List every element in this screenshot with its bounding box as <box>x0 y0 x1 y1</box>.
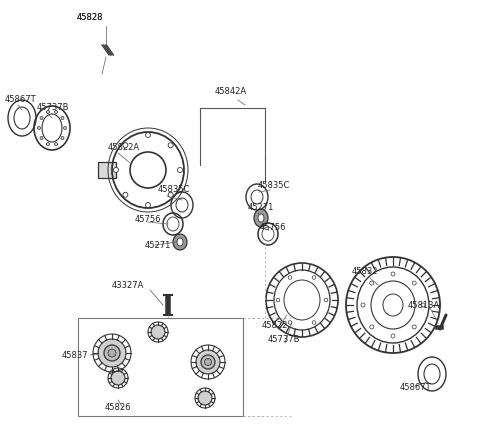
Text: 45756: 45756 <box>135 216 161 224</box>
Circle shape <box>145 203 151 207</box>
Circle shape <box>198 391 212 405</box>
Circle shape <box>391 272 395 276</box>
Circle shape <box>47 110 49 113</box>
Text: 45832: 45832 <box>352 268 379 277</box>
Text: 45828: 45828 <box>77 13 103 23</box>
Text: 45737B: 45737B <box>37 103 70 113</box>
Circle shape <box>40 136 43 139</box>
Bar <box>78 318 243 416</box>
Ellipse shape <box>173 234 187 250</box>
Circle shape <box>201 355 215 369</box>
Text: 45271: 45271 <box>248 204 275 213</box>
Bar <box>98 162 116 178</box>
Text: 45835C: 45835C <box>258 181 290 190</box>
Ellipse shape <box>254 209 268 227</box>
Circle shape <box>168 143 173 148</box>
Text: 45756: 45756 <box>260 223 287 233</box>
Circle shape <box>370 281 374 285</box>
Text: 45837: 45837 <box>62 350 89 359</box>
Circle shape <box>168 192 173 197</box>
Circle shape <box>40 116 43 120</box>
Circle shape <box>312 276 316 279</box>
Circle shape <box>108 349 116 357</box>
Circle shape <box>61 116 64 120</box>
Circle shape <box>123 143 128 148</box>
Circle shape <box>421 303 425 307</box>
Text: 45826: 45826 <box>105 404 132 413</box>
Circle shape <box>412 281 416 285</box>
Circle shape <box>276 298 280 302</box>
Circle shape <box>288 276 292 279</box>
Circle shape <box>145 132 151 138</box>
Circle shape <box>178 168 182 172</box>
Circle shape <box>391 334 395 338</box>
Circle shape <box>111 371 125 385</box>
Text: 45822A: 45822A <box>108 143 140 152</box>
Circle shape <box>61 136 64 139</box>
Text: 45867T: 45867T <box>400 384 432 392</box>
Circle shape <box>37 126 40 129</box>
Circle shape <box>324 298 328 302</box>
Text: 45828: 45828 <box>77 13 103 23</box>
Circle shape <box>113 168 119 172</box>
Circle shape <box>55 110 58 113</box>
Text: 45822: 45822 <box>262 320 288 330</box>
Circle shape <box>104 345 120 361</box>
Circle shape <box>55 142 58 145</box>
Text: 45842A: 45842A <box>215 87 247 97</box>
Circle shape <box>412 325 416 329</box>
Text: 45867T: 45867T <box>5 96 36 104</box>
Circle shape <box>204 359 212 365</box>
Ellipse shape <box>177 238 183 246</box>
Text: 43327A: 43327A <box>112 281 144 290</box>
Circle shape <box>63 126 67 129</box>
Circle shape <box>312 321 316 324</box>
Circle shape <box>151 325 165 339</box>
Ellipse shape <box>258 214 264 222</box>
Circle shape <box>47 142 49 145</box>
Circle shape <box>98 339 126 367</box>
Circle shape <box>361 303 365 307</box>
Text: 45835C: 45835C <box>158 185 191 194</box>
Text: 45271: 45271 <box>145 240 171 249</box>
Circle shape <box>123 192 128 197</box>
Text: 45813A: 45813A <box>408 301 440 310</box>
Circle shape <box>370 325 374 329</box>
Circle shape <box>288 321 292 324</box>
Text: 45737B: 45737B <box>268 336 300 345</box>
Circle shape <box>196 350 220 374</box>
